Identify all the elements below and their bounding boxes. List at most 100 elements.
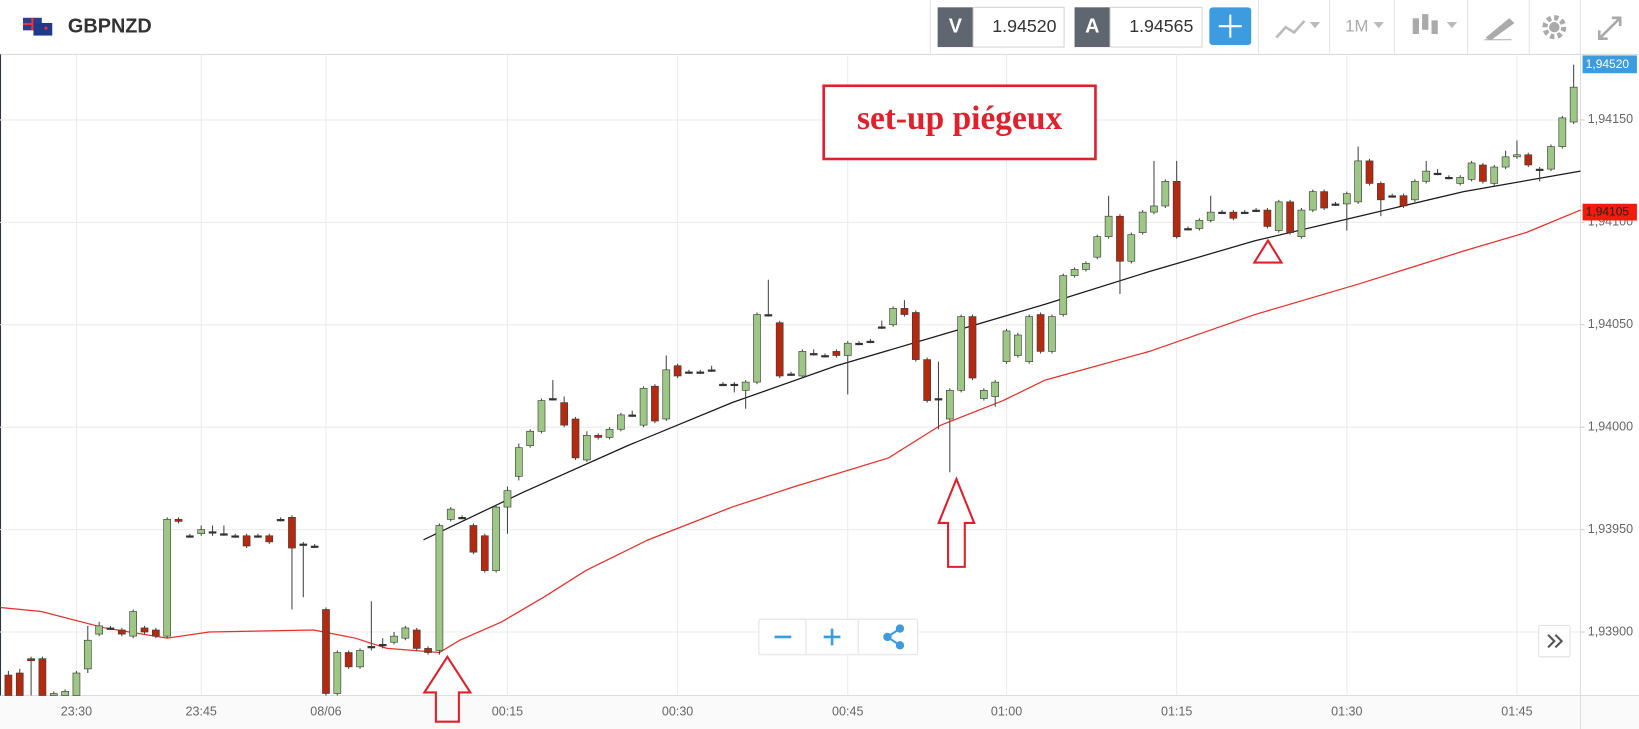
x-tick-label: 01:15 — [1161, 705, 1192, 719]
candle-body — [390, 635, 398, 643]
candle-body — [276, 519, 285, 522]
candle-body — [866, 340, 875, 344]
candle-body — [1274, 201, 1283, 231]
x-tick-label: 00:15 — [492, 705, 523, 719]
candle-body — [503, 490, 512, 508]
candle-body — [583, 435, 591, 461]
candle-body — [549, 398, 557, 401]
buy-label: A — [1085, 15, 1099, 37]
candle-body — [4, 674, 13, 696]
buy-button[interactable] — [1074, 7, 1111, 48]
candle-body — [775, 322, 784, 377]
candle-body — [889, 308, 897, 326]
candle-body — [1513, 154, 1521, 158]
chart-type-icon[interactable] — [1275, 20, 1306, 39]
candle-body — [934, 398, 943, 401]
sell-price-box[interactable] — [972, 6, 1065, 48]
candle-body — [1104, 215, 1113, 238]
candle-body — [1411, 181, 1419, 201]
icon-part — [1412, 18, 1419, 34]
candle-body — [1422, 170, 1431, 182]
candle-body — [605, 428, 614, 438]
candle-body — [83, 639, 92, 670]
candle-body — [1059, 275, 1068, 315]
draw-icon[interactable] — [1484, 18, 1515, 41]
x-tick-label: 23:45 — [186, 705, 217, 719]
candle-body — [129, 611, 137, 637]
annotation-box — [822, 84, 1097, 161]
timeframe[interactable]: 1M — [1345, 17, 1368, 36]
candle-body — [1138, 211, 1147, 233]
candle-body — [673, 365, 682, 377]
candle-body — [174, 519, 183, 522]
settings-core — [1549, 21, 1560, 33]
symbol[interactable]: GBPNZD — [68, 15, 152, 37]
candle-body — [140, 627, 149, 633]
candle-body — [1161, 181, 1170, 207]
candle-body — [412, 629, 421, 649]
candle-body — [344, 652, 353, 668]
header-bar — [0, 0, 1639, 55]
candle-body — [1365, 160, 1374, 184]
candle-body — [991, 381, 1000, 397]
candle-body — [1206, 211, 1215, 221]
candle-body — [1048, 316, 1056, 352]
candle-icon[interactable] — [1412, 14, 1438, 34]
candle-body — [1377, 183, 1385, 201]
candle-body — [957, 316, 965, 391]
sell-button[interactable] — [937, 7, 974, 48]
indicator-line — [423, 170, 1581, 541]
candle-body — [832, 351, 841, 356]
buy-price-box[interactable] — [1109, 6, 1203, 48]
sell-label: V — [949, 15, 963, 37]
candle-body — [299, 543, 308, 546]
dropdown-caret — [1309, 21, 1321, 29]
price-marker-box — [1582, 55, 1637, 74]
flag-star — [44, 26, 48, 30]
arrow-up — [937, 476, 976, 568]
candle-body — [685, 371, 693, 374]
candle-body — [1501, 156, 1510, 168]
candle-body — [208, 531, 217, 534]
icon-part — [1431, 20, 1438, 34]
candle-body — [1240, 211, 1249, 214]
candle-body — [560, 402, 569, 426]
x-tick-label: 01:30 — [1331, 705, 1362, 719]
candle-body — [95, 625, 103, 635]
candle-body — [719, 383, 727, 387]
fullscreen-icon[interactable] — [1597, 16, 1622, 41]
candle-body — [877, 326, 886, 329]
candle-body — [594, 435, 603, 438]
candle-body — [1036, 314, 1045, 352]
candle-body — [787, 373, 795, 376]
candle-body — [152, 629, 160, 637]
candle-body — [651, 385, 659, 422]
annotation-text: set-up piégeux — [857, 100, 1062, 137]
candle-body — [1558, 117, 1567, 147]
zoom-in-button[interactable] — [823, 628, 841, 646]
candle-body — [38, 658, 47, 696]
flag-icon — [22, 17, 53, 36]
settings-icon[interactable] — [1542, 15, 1567, 40]
candle-body — [1014, 334, 1022, 356]
share-button[interactable] — [883, 624, 905, 650]
candle-body — [1002, 330, 1011, 362]
x-tick-label: 00:45 — [832, 705, 863, 719]
candle-body — [809, 353, 818, 356]
ma-marker-box — [1582, 203, 1637, 221]
candle-body — [106, 627, 115, 630]
arrow-up — [422, 654, 473, 723]
candle-body — [1547, 146, 1555, 170]
candle-body — [696, 371, 705, 374]
candle-body — [1127, 234, 1136, 262]
candle-body — [322, 609, 330, 694]
candle-body — [186, 535, 194, 538]
candle-body — [480, 535, 489, 571]
candle-body — [435, 525, 444, 651]
candle-body — [1172, 181, 1181, 238]
candle-body — [1093, 236, 1102, 258]
dropdown-caret — [1373, 21, 1384, 29]
candle-body — [730, 383, 739, 387]
candles — [4, 64, 1578, 696]
